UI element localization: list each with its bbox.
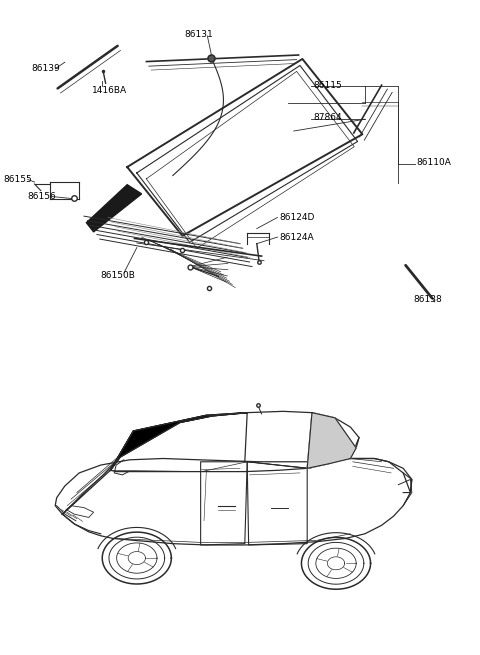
Text: 86155: 86155 — [4, 175, 33, 184]
Polygon shape — [110, 413, 247, 470]
Text: 86110A: 86110A — [417, 158, 452, 167]
Polygon shape — [307, 413, 356, 468]
Polygon shape — [86, 185, 142, 232]
Text: 86150B: 86150B — [101, 271, 136, 280]
Text: 86131: 86131 — [185, 29, 214, 39]
Text: 86139: 86139 — [31, 64, 60, 73]
Text: 1416BA: 1416BA — [92, 86, 127, 95]
Text: 86138: 86138 — [414, 295, 443, 304]
Text: 86156: 86156 — [28, 192, 57, 201]
Text: 86115: 86115 — [313, 81, 342, 90]
Text: 86124D: 86124D — [279, 213, 315, 222]
Text: 87864: 87864 — [313, 113, 342, 122]
Text: 86124A: 86124A — [279, 233, 314, 242]
